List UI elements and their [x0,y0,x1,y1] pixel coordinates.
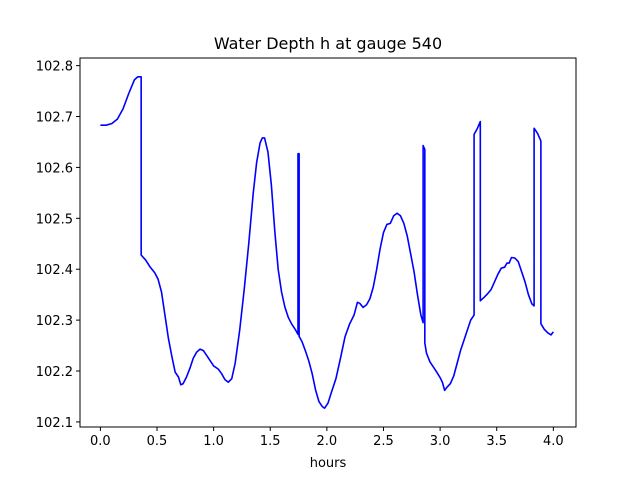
x-axis: 0.0 0.5 1.0 1.5 2.0 2.5 3.0 3.5 4.0 [90,427,564,449]
x-tick-label: 0.0 [90,434,111,449]
series-line [100,76,554,409]
x-tick-label: 1.0 [203,434,224,449]
x-tick-label: 3.0 [430,434,451,449]
x-tick-label: 3.5 [486,434,507,449]
plot-frame [79,57,577,428]
y-tick-label: 102.4 [36,263,73,278]
y-tick-label: 102.5 [36,212,73,227]
y-tick-label: 102.3 [36,314,73,329]
x-axis-label: hours [310,456,347,471]
chart-title: Water Depth h at gauge 540 [214,34,442,53]
plot-area [100,76,554,409]
x-tick-label: 2.0 [317,434,338,449]
y-tick-label: 102.6 [36,161,73,176]
y-axis: 102.1 102.2 102.3 102.4 102.5 102.6 102.7 102.8 [36,60,80,431]
y-tick-label: 102.8 [36,60,73,75]
x-tick-label: 0.5 [147,434,168,449]
y-tick-label: 102.7 [36,111,73,126]
x-tick-label: 1.5 [260,434,281,449]
y-tick-label: 102.1 [36,416,73,431]
x-tick-label: 4.0 [543,434,564,449]
x-tick-label: 2.5 [373,434,394,449]
y-tick-label: 102.2 [36,365,73,380]
